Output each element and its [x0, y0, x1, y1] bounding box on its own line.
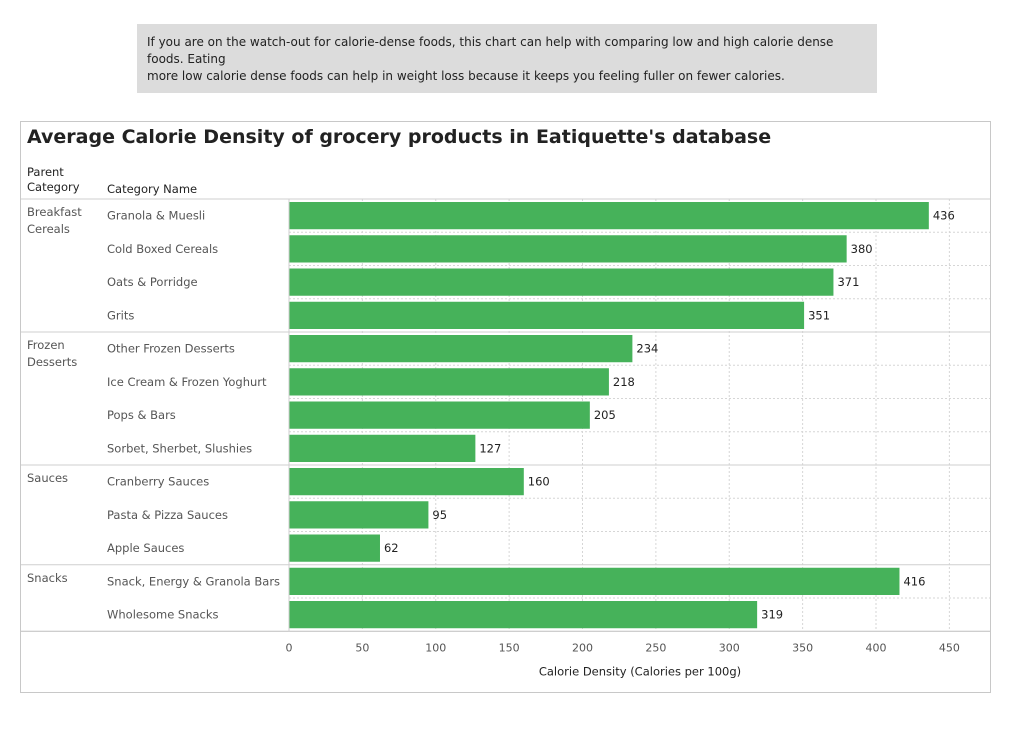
category-label: Ice Cream & Frozen Yoghurt — [107, 375, 267, 389]
x-tick-label: 0 — [286, 641, 293, 654]
data-label: 205 — [594, 408, 616, 422]
category-label: Cold Boxed Cereals — [107, 242, 218, 256]
x-tick-label: 50 — [355, 641, 369, 654]
bar — [289, 401, 590, 429]
category-label: Apple Sauces — [107, 541, 184, 555]
category-label: Pops & Bars — [107, 408, 176, 422]
parent-category-label: Desserts — [27, 355, 77, 369]
data-label: 319 — [761, 608, 783, 622]
bar — [289, 501, 429, 529]
category-label: Grits — [107, 308, 134, 322]
data-label: 234 — [636, 342, 658, 356]
x-tick-label: 100 — [425, 641, 446, 654]
bar — [289, 368, 609, 396]
data-label: 436 — [933, 209, 955, 223]
x-axis-title: Calorie Density (Calories per 100g) — [539, 664, 741, 678]
x-tick-label: 400 — [866, 641, 887, 654]
bar — [289, 567, 900, 595]
bar — [289, 335, 633, 363]
parent-category-label: Sauces — [27, 471, 68, 485]
bar — [289, 534, 380, 562]
parent-category-label: Frozen — [27, 338, 65, 352]
data-label: 95 — [432, 508, 447, 522]
x-tick-label: 150 — [499, 641, 520, 654]
description-note: If you are on the watch-out for calorie-… — [137, 24, 877, 93]
category-label: Snack, Energy & Granola Bars — [107, 574, 280, 588]
data-label: 160 — [528, 475, 550, 489]
bar-chart: Breakfast Cereals Granola & Muesli 436 Cold … — [21, 198, 990, 678]
data-label: 380 — [851, 242, 873, 256]
bar — [289, 235, 847, 263]
bar — [289, 601, 758, 629]
bar — [289, 268, 834, 296]
data-label: 371 — [837, 275, 859, 289]
x-tick-label: 450 — [939, 641, 960, 654]
note-line-1: If you are on the watch-out for calorie-… — [147, 35, 834, 66]
category-label: Pasta & Pizza Sauces — [107, 508, 228, 522]
bar — [289, 468, 524, 496]
category-label: Wholesome Snacks — [107, 608, 219, 622]
x-tick-label: 350 — [792, 641, 813, 654]
chart-panel: Average Calorie Density of grocery produ… — [20, 121, 991, 693]
category-name-header: Category Name — [107, 182, 198, 196]
x-tick-label: 300 — [719, 641, 740, 654]
parent-category-label: Cereals — [27, 222, 70, 236]
parent-category-header: Parent Category — [27, 165, 80, 195]
chart-title: Average Calorie Density of grocery produ… — [27, 126, 772, 148]
category-label: Granola & Muesli — [107, 209, 205, 223]
parent-category-label: Snacks — [27, 571, 68, 585]
parent-category-label: Breakfast — [27, 205, 82, 219]
data-label: 416 — [903, 574, 925, 588]
bar — [289, 301, 805, 329]
data-label: 62 — [384, 541, 399, 555]
x-tick-label: 200 — [572, 641, 593, 654]
data-label: 351 — [808, 308, 830, 322]
parent-category-header-line-1: Parent — [27, 165, 64, 179]
category-label: Cranberry Sauces — [107, 475, 209, 489]
parent-category-header-line-2: Category — [27, 180, 80, 194]
category-label: Other Frozen Desserts — [107, 342, 235, 356]
bar — [289, 202, 929, 230]
category-label: Oats & Porridge — [107, 275, 198, 289]
note-line-2: more low calorie dense foods can help in… — [147, 69, 785, 83]
data-label: 218 — [613, 375, 635, 389]
data-label: 127 — [479, 441, 501, 455]
category-label: Sorbet, Sherbet, Slushies — [107, 441, 252, 455]
x-tick-label: 250 — [645, 641, 666, 654]
bar — [289, 434, 476, 462]
